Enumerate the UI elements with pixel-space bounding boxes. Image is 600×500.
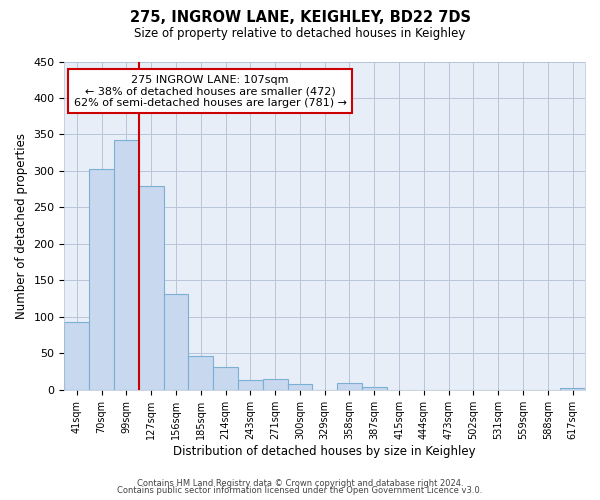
Bar	[238, 380, 263, 390]
Y-axis label: Number of detached properties: Number of detached properties	[15, 132, 28, 318]
Bar	[188, 356, 213, 390]
Bar	[337, 384, 362, 390]
Text: Size of property relative to detached houses in Keighley: Size of property relative to detached ho…	[134, 28, 466, 40]
Text: Contains HM Land Registry data © Crown copyright and database right 2024.: Contains HM Land Registry data © Crown c…	[137, 478, 463, 488]
Bar	[139, 186, 164, 390]
Bar	[362, 387, 386, 390]
Bar	[114, 140, 139, 390]
Bar	[560, 388, 585, 390]
Text: Contains public sector information licensed under the Open Government Licence v3: Contains public sector information licen…	[118, 486, 482, 495]
Bar	[287, 384, 313, 390]
Text: 275 INGROW LANE: 107sqm
← 38% of detached houses are smaller (472)
62% of semi-d: 275 INGROW LANE: 107sqm ← 38% of detache…	[74, 74, 347, 108]
Bar	[213, 367, 238, 390]
Bar	[64, 322, 89, 390]
Text: 275, INGROW LANE, KEIGHLEY, BD22 7DS: 275, INGROW LANE, KEIGHLEY, BD22 7DS	[130, 10, 470, 25]
Bar	[164, 294, 188, 390]
X-axis label: Distribution of detached houses by size in Keighley: Distribution of detached houses by size …	[173, 444, 476, 458]
Bar	[263, 379, 287, 390]
Bar	[89, 169, 114, 390]
